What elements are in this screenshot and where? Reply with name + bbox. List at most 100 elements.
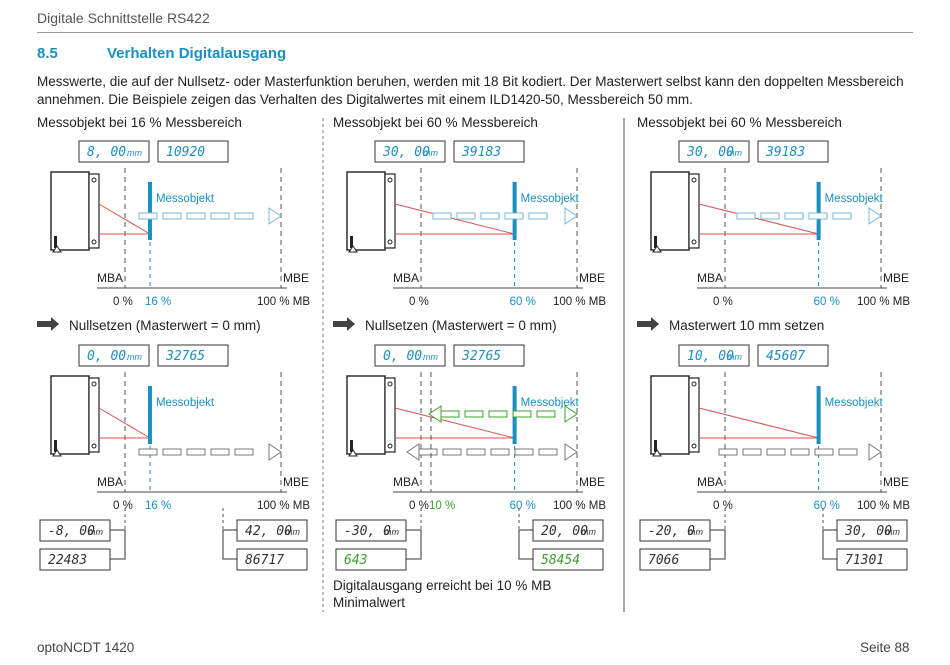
- sensor-screw: [91, 239, 97, 245]
- col2-top-lcd-value-unit: mm: [423, 148, 438, 158]
- sensor-mark: [52, 245, 62, 253]
- col3-top-lcd-value-value: 30, 00: [686, 145, 734, 160]
- range-arrow-dash: [790, 448, 810, 456]
- pct-object: 60 %: [814, 500, 840, 512]
- col3-readout-left-value-unit: mm: [688, 527, 703, 537]
- pct-zero: 0 %: [713, 500, 733, 512]
- col2-top-lcd-digital-value: 39183: [461, 145, 501, 160]
- header-rule: [37, 32, 913, 33]
- sensor-housing: [346, 375, 386, 455]
- valid-range-arrow-head-left: [428, 405, 442, 423]
- col1-top-lcd-digital-box: [157, 140, 229, 163]
- range-arrow-dash: [760, 212, 780, 220]
- sensor-mark: [52, 449, 62, 457]
- sensor-connector: [54, 236, 57, 248]
- col2-bottom-lcd-value-unit: mm: [423, 352, 438, 362]
- object-label: Messobjekt: [156, 397, 215, 409]
- col1-bottom-lcd-value-box: [78, 344, 150, 367]
- range-arrow-dash: [784, 212, 804, 220]
- sensor-front: [688, 377, 700, 453]
- range-arrow-dash: [210, 212, 230, 220]
- col1-top-panel: 8, 00 mm 10920 Messobjekt MBA MBE 0 % 16 % 100 %…: [50, 140, 310, 308]
- pct-hundred: 100 % MB: [857, 296, 910, 308]
- range-arrow-dash: [162, 448, 182, 456]
- col2-readout-left-value-unit: mm: [384, 527, 399, 537]
- range-arrow-dash: [210, 448, 230, 456]
- col3-bottom-lcd-value-box: [678, 344, 750, 367]
- range-arrow-dash: [718, 448, 738, 456]
- readout-bracket-right: [222, 529, 237, 560]
- col3-readout-right-value-unit: mm: [885, 527, 900, 537]
- sensor-front: [384, 377, 396, 453]
- range-arrow-dash: [480, 212, 500, 220]
- mbe-label: MBE: [283, 475, 309, 489]
- minimum-note: Digitalausgang erreicht bei 10 % MB Mini…: [333, 577, 551, 611]
- pct-zero: 0 %: [113, 500, 133, 512]
- sensor-screw: [91, 443, 97, 449]
- col1-top-lcd-value-unit: mm: [127, 148, 142, 158]
- sensor-screw: [691, 443, 697, 449]
- sensor-connector: [654, 236, 657, 248]
- range-arrow-dash: [432, 212, 452, 220]
- col1-readout-left-digital-value: 22483: [48, 553, 87, 568]
- col1-step-arrow-icon: [37, 317, 59, 331]
- range-arrow-dash: [528, 212, 548, 220]
- col1-bottom-panel: 0, 00 mm 32765 Messobjekt MBA MBE 0 % 16 % 100 %…: [50, 344, 310, 512]
- range-arrow-dash: [186, 212, 206, 220]
- range-arrow-dash: [808, 212, 828, 220]
- mbe-label: MBE: [579, 475, 605, 489]
- range-arrow-dash: [418, 448, 438, 456]
- col2-readout-right-value-unit: mm: [581, 527, 596, 537]
- footer-product: optoNCDT 1420: [37, 640, 135, 655]
- object-label: Messobjekt: [156, 193, 215, 205]
- sensor-connector: [350, 236, 353, 248]
- col1-step-label: Nullsetzen (Masterwert = 0 mm): [69, 318, 261, 333]
- pct-hundred: 100 % MB: [857, 500, 910, 512]
- valid-range-arrow-dash: [536, 410, 556, 418]
- sensor-connector: [654, 440, 657, 452]
- mba-label: MBA: [697, 475, 723, 489]
- pct-zero: 0 %: [113, 296, 133, 308]
- range-arrow-dash: [736, 212, 756, 220]
- range-arrow-dash: [814, 448, 834, 456]
- pct-object: 16 %: [145, 500, 171, 512]
- laser-reflect: [698, 407, 819, 439]
- col3-bottom-lcd-value-unit: mm: [727, 352, 742, 362]
- range-arrow-dash: [838, 448, 858, 456]
- col1-readout-right-value-unit: mm: [285, 527, 300, 537]
- col2-readout-right-value-value: 20, 00: [541, 524, 588, 539]
- col1-readout-right-digital-value: 86717: [245, 553, 284, 568]
- col2-top-lcd-value-box: [374, 140, 446, 163]
- range-arrow-dash: [456, 212, 476, 220]
- intro-paragraph: Messwerte, die auf der Nullsetz- oder Ma…: [37, 74, 904, 107]
- section-title: Verhalten Digitalausgang: [107, 45, 287, 62]
- range-arrow-dash: [766, 448, 786, 456]
- range-arrow-head-right: [564, 207, 578, 225]
- range-arrow-dash: [466, 448, 486, 456]
- col2-readout-left-value-value: -30, 0: [344, 524, 391, 539]
- valid-range-arrow-dash: [488, 410, 508, 418]
- object-label: Messobjekt: [825, 397, 884, 409]
- mba-label: MBA: [393, 475, 419, 489]
- col2-step-arrow-icon: [333, 317, 355, 331]
- target-object: [816, 182, 821, 240]
- sensor-connector: [350, 440, 353, 452]
- pct-object: 60 %: [510, 500, 536, 512]
- mba-label: MBA: [97, 475, 123, 489]
- col1-readout-right-value-value: 42, 00: [245, 524, 292, 539]
- col3-step-label: Masterwert 10 mm setzen: [669, 318, 824, 333]
- sensor-mark: [348, 449, 358, 457]
- minimum-note-line-1: Digitalausgang erreicht bei 10 % MB: [333, 578, 552, 593]
- col3-top-lcd-digital-value: 39183: [765, 145, 805, 160]
- valid-range-arrow-dash: [464, 410, 484, 418]
- col3-top-lcd-value-box: [678, 140, 750, 163]
- section-number: 8.5: [37, 45, 58, 62]
- pct-hundred: 100 % MB: [553, 296, 606, 308]
- col3-readout-right-digital-value: 71301: [845, 553, 884, 568]
- sensor-screw: [691, 381, 697, 387]
- mba-label: MBA: [697, 271, 723, 285]
- sensor-screw: [387, 177, 393, 183]
- col2-bottom-lcd-value-box: [374, 344, 446, 367]
